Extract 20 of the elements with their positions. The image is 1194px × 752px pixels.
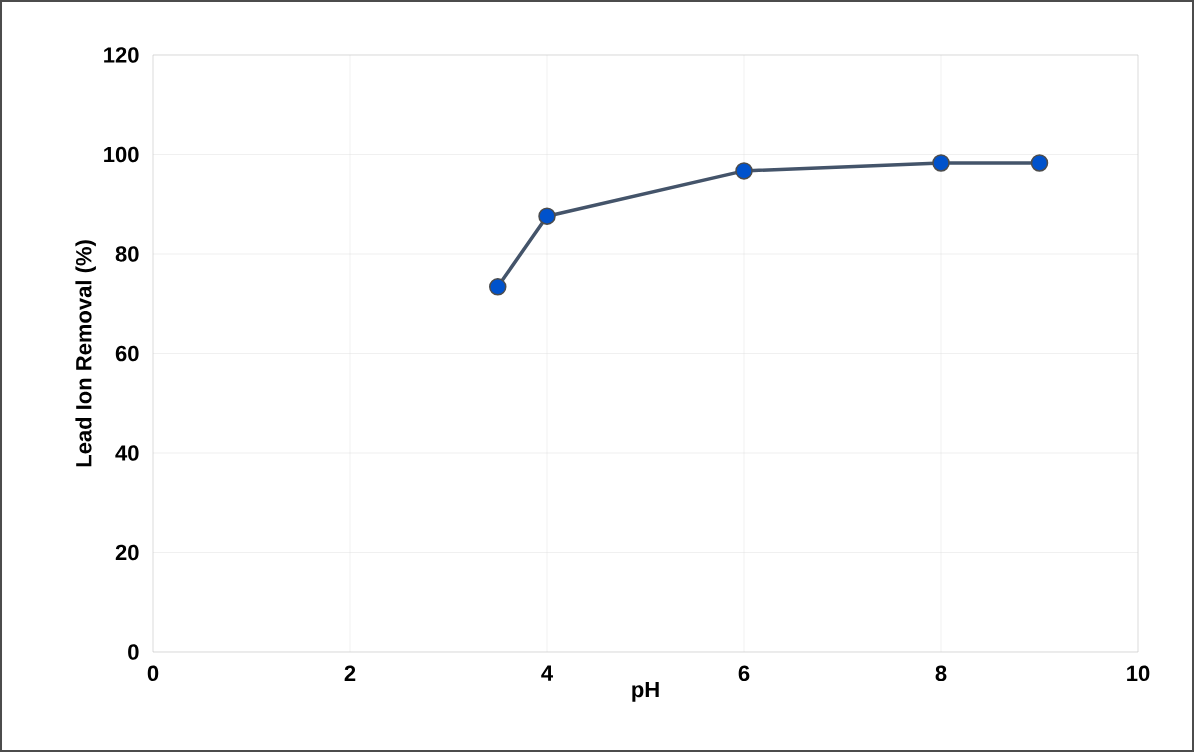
x-tick-label: 8 bbox=[935, 665, 947, 682]
x-axis-title: pH bbox=[632, 681, 659, 702]
y-tick-label: 60 bbox=[115, 345, 139, 362]
y-tick-label: 40 bbox=[115, 445, 139, 461]
x-tick-label: 10 bbox=[1127, 665, 1150, 682]
y-tick-label: 0 bbox=[128, 644, 139, 660]
x-tick-label: 2 bbox=[344, 665, 356, 681]
y-tick-label: 120 bbox=[104, 47, 139, 63]
x-tick-label: 6 bbox=[738, 665, 750, 682]
point bbox=[538, 207, 556, 225]
point bbox=[489, 278, 507, 296]
y-tick-label: 100 bbox=[104, 146, 139, 163]
point bbox=[735, 162, 753, 180]
point bbox=[1030, 154, 1049, 172]
point bbox=[932, 154, 950, 172]
y-axis-title: Lead Ion Removal (%) bbox=[75, 240, 96, 467]
y-tick-label: 20 bbox=[115, 544, 139, 561]
y-tick-label: 80 bbox=[115, 246, 139, 262]
x-tick-label: 4 bbox=[541, 665, 554, 681]
x-tick-label: 0 bbox=[147, 665, 159, 682]
